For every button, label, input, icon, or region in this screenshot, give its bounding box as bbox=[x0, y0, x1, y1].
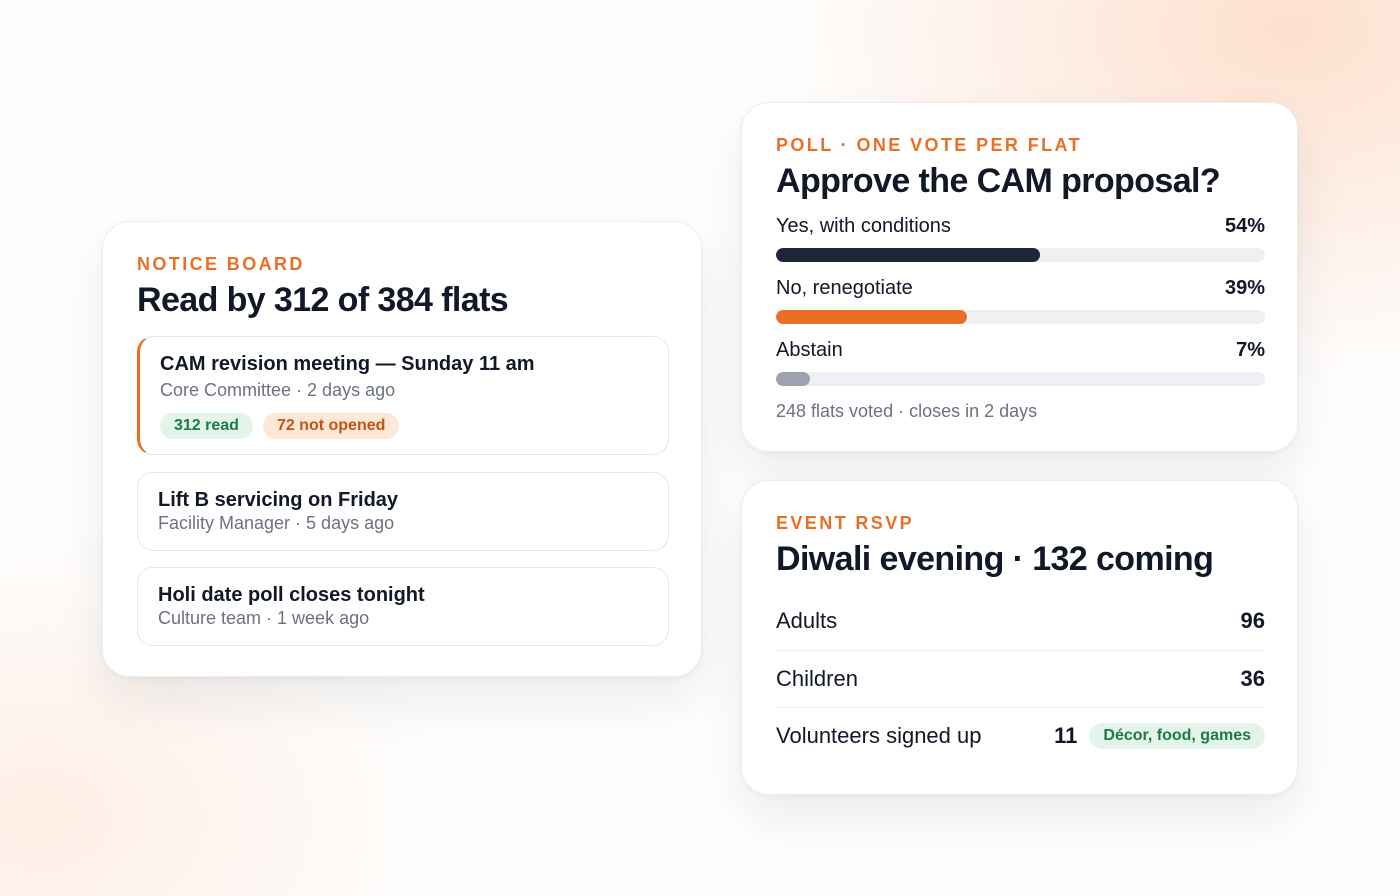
rsvp-row-label: Children bbox=[776, 665, 858, 691]
poll-progress-fill bbox=[776, 248, 1041, 262]
poll-option-percent: 7% bbox=[1236, 339, 1265, 361]
poll-question: Approve the CAM proposal? bbox=[776, 162, 1221, 200]
notice-board-eyebrow: NOTICE BOARD bbox=[137, 254, 305, 274]
not-opened-badge: 72 not opened bbox=[262, 413, 400, 439]
rsvp-row-value: 96 bbox=[1240, 607, 1265, 633]
poll-option-abstain[interactable]: Abstain 7% bbox=[776, 339, 1265, 386]
poll-progress-fill bbox=[776, 310, 967, 324]
poll-card: POLL · ONE VOTE PER FLAT Approve the CAM… bbox=[741, 102, 1298, 452]
poll-eyebrow: POLL · ONE VOTE PER FLAT bbox=[776, 135, 1082, 155]
notice-meta: Facility Manager · 5 days ago bbox=[158, 513, 395, 533]
notice-meta: Culture team · 1 week ago bbox=[158, 608, 370, 628]
notice-title: CAM revision meeting — Sunday 11 am bbox=[160, 353, 535, 375]
poll-option-no[interactable]: No, renegotiate 39% bbox=[776, 277, 1265, 324]
poll-footer-status: 248 flats voted · closes in 2 days bbox=[776, 401, 1038, 421]
notice-item-cam-meeting[interactable]: CAM revision meeting — Sunday 11 am Core… bbox=[137, 336, 669, 455]
event-rsvp-card: EVENT RSVP Diwali evening · 132 coming A… bbox=[741, 480, 1298, 795]
rsvp-row-label: Volunteers signed up bbox=[776, 722, 982, 748]
rsvp-eyebrow: EVENT RSVP bbox=[776, 513, 915, 533]
poll-progress-fill bbox=[776, 372, 811, 386]
poll-option-percent: 54% bbox=[1224, 215, 1265, 237]
rsvp-row-children: Children 36 bbox=[776, 650, 1265, 707]
notice-meta: Core Committee · 2 days ago bbox=[160, 380, 396, 400]
notice-board-headline: Read by 312 of 384 flats bbox=[137, 281, 509, 319]
poll-option-label: No, renegotiate bbox=[776, 277, 913, 299]
rsvp-row-value: 36 bbox=[1240, 665, 1265, 691]
poll-progress-track bbox=[776, 248, 1265, 262]
poll-progress-track bbox=[776, 310, 1265, 324]
poll-option-label: Abstain bbox=[776, 339, 843, 361]
notice-title: Lift B servicing on Friday bbox=[158, 489, 399, 511]
poll-progress-track bbox=[776, 372, 1265, 386]
rsvp-headline: Diwali evening · 132 coming bbox=[776, 540, 1214, 578]
notice-title: Holi date poll closes tonight bbox=[158, 584, 425, 606]
rsvp-divider bbox=[776, 650, 1265, 651]
poll-option-yes[interactable]: Yes, with conditions 54% bbox=[776, 215, 1265, 262]
notice-board-card: NOTICE BOARD Read by 312 of 384 flats CA… bbox=[102, 221, 702, 677]
read-count-badge: 312 read bbox=[160, 413, 253, 439]
rsvp-row-adults: Adults 96 bbox=[776, 592, 1265, 649]
notice-item-lift-servicing[interactable]: Lift B servicing on Friday Facility Mana… bbox=[137, 472, 669, 551]
rsvp-divider bbox=[776, 707, 1265, 708]
poll-option-percent: 39% bbox=[1224, 277, 1265, 299]
rsvp-row-value: 11 bbox=[1054, 722, 1078, 748]
poll-option-label: Yes, with conditions bbox=[776, 215, 951, 237]
volunteer-tasks-tag: Décor, food, games bbox=[1089, 722, 1265, 749]
rsvp-row-label: Adults bbox=[776, 607, 838, 633]
rsvp-row-volunteers[interactable]: Volunteers signed up 11 Décor, food, gam… bbox=[776, 707, 1265, 764]
notice-item-holi-poll[interactable]: Holi date poll closes tonight Culture te… bbox=[137, 567, 669, 646]
